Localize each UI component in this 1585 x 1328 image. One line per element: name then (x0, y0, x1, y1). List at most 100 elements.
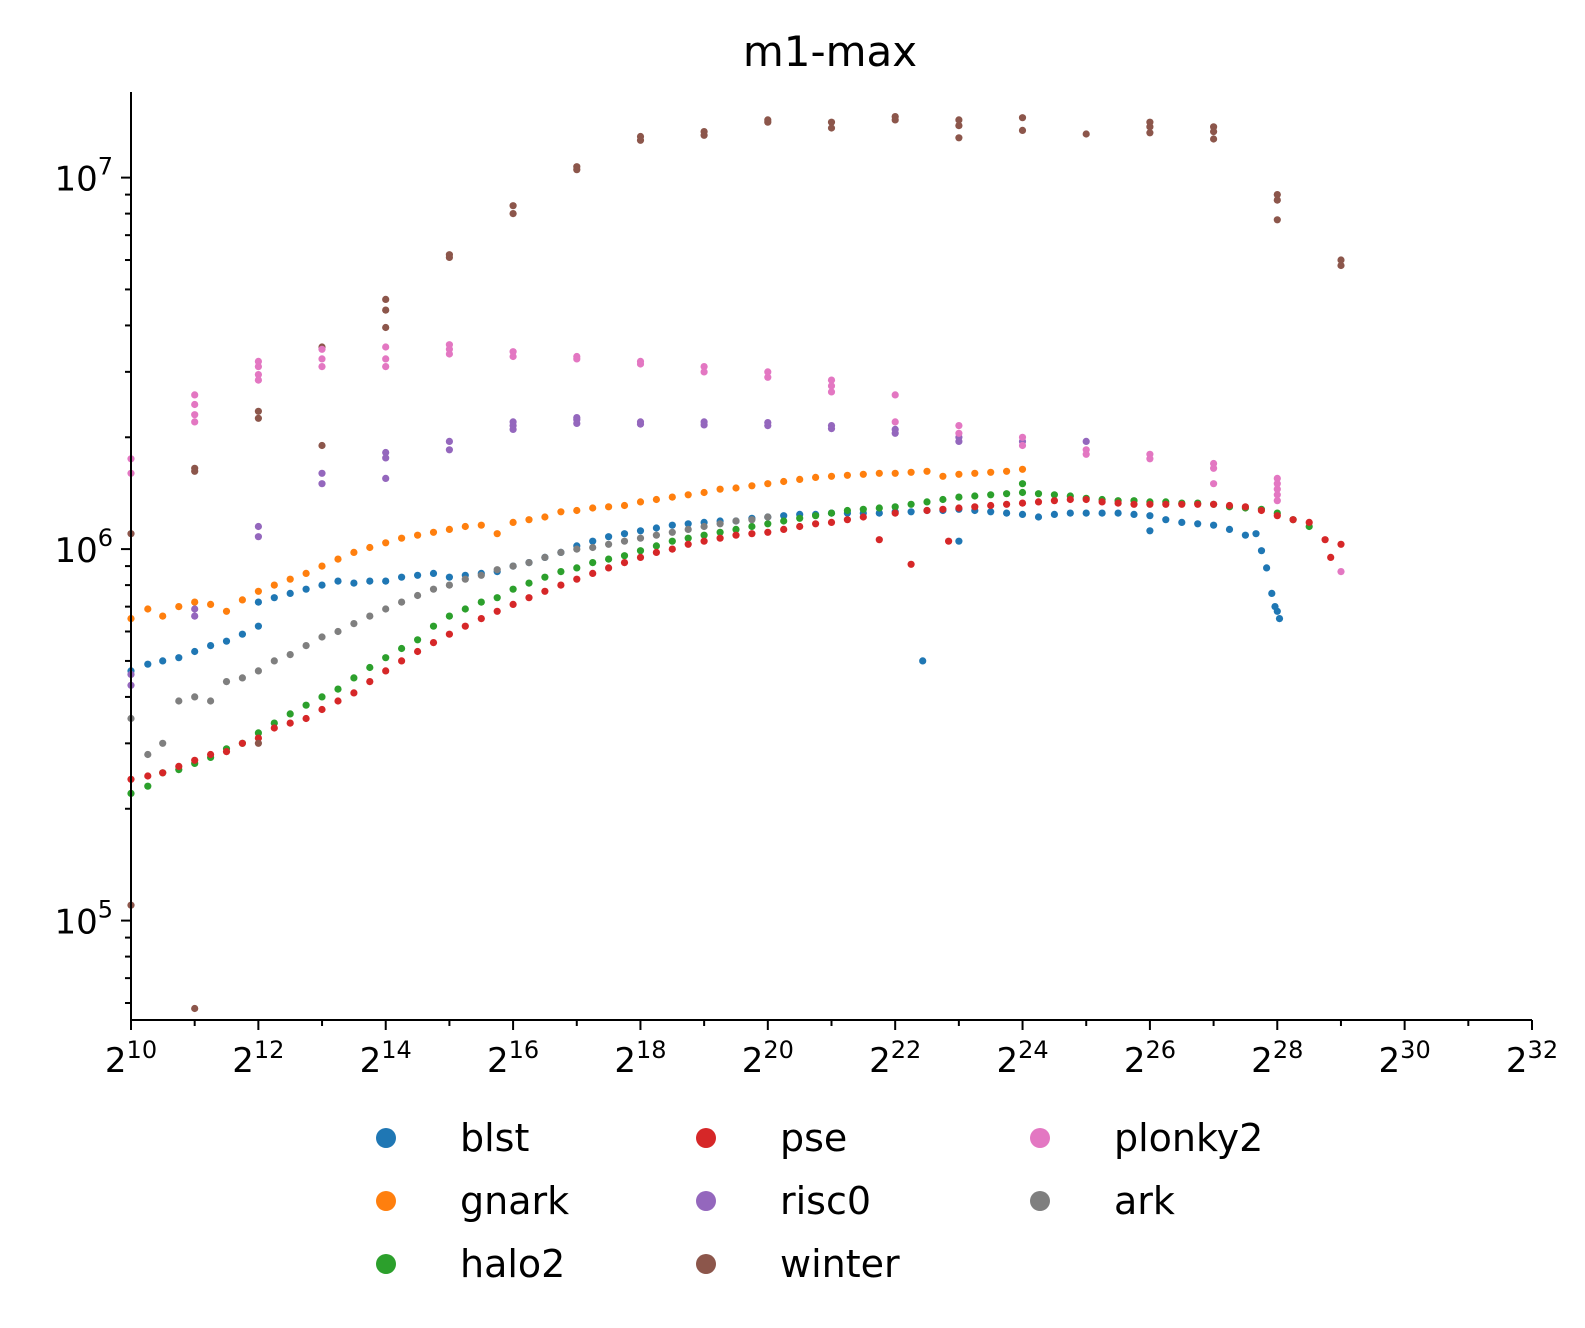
data-point (573, 506, 581, 515)
data-point (827, 124, 836, 132)
data-point (1162, 516, 1170, 524)
data-point (382, 539, 390, 547)
data-point (919, 657, 927, 665)
data-point (1066, 509, 1074, 517)
data-point (1337, 256, 1345, 264)
data-point (1252, 530, 1260, 538)
data-point (541, 573, 549, 581)
data-point (1210, 480, 1218, 488)
data-point (382, 343, 390, 351)
data-point (1225, 501, 1234, 510)
data-point (175, 603, 183, 611)
x-tick-label: 212 (232, 1036, 284, 1081)
data-point (589, 559, 597, 567)
data-point (1273, 216, 1281, 224)
data-point (191, 400, 199, 409)
data-point (429, 528, 438, 536)
data-point (414, 571, 422, 579)
data-point (334, 627, 342, 636)
data-point (238, 596, 246, 604)
data-point (589, 543, 597, 552)
x-tick-label: 214 (360, 1036, 412, 1081)
data-point (414, 531, 422, 539)
data-point (780, 512, 788, 520)
data-point (302, 642, 310, 650)
x-tick-label: 220 (742, 1036, 794, 1081)
legend-marker (696, 1254, 716, 1274)
legend: blst gnark halo2 pse risc0 winter plonky2 ark (376, 1116, 1263, 1286)
data-point (350, 548, 358, 557)
data-point (684, 491, 692, 499)
data-point (1273, 480, 1281, 488)
data-point (812, 520, 820, 528)
data-point (477, 598, 485, 606)
series-pse (127, 495, 1345, 783)
legend-label: ark (1114, 1179, 1175, 1223)
data-point (366, 678, 374, 686)
legend-label: winter (780, 1242, 900, 1286)
data-point (636, 547, 645, 555)
data-point (254, 533, 262, 541)
data-point (286, 710, 294, 718)
data-point (1210, 521, 1218, 529)
data-point (573, 355, 581, 363)
data-point (923, 506, 931, 515)
y-ticks: 105 106 107 (54, 153, 131, 1005)
data-point (1082, 509, 1090, 517)
legend-marker (696, 1191, 716, 1211)
data-point (859, 505, 867, 513)
data-point (891, 425, 899, 433)
data-point (1130, 500, 1138, 508)
data-point (1050, 497, 1058, 505)
data-point (1273, 512, 1281, 520)
legend-label: gnark (460, 1179, 569, 1223)
data-point (270, 581, 278, 589)
data-point (541, 553, 549, 562)
data-point (144, 605, 152, 613)
data-point (1018, 433, 1027, 441)
data-point (955, 493, 963, 501)
data-point (907, 560, 915, 568)
data-point (843, 471, 852, 479)
data-point (875, 536, 883, 544)
data-point (159, 769, 167, 777)
data-point (318, 562, 326, 570)
data-point (971, 503, 979, 511)
data-point (461, 605, 469, 613)
data-point (414, 647, 422, 656)
data-point (716, 528, 724, 536)
data-point (1327, 553, 1335, 562)
data-point (955, 537, 963, 545)
data-point (493, 530, 501, 538)
x-ticks: 210 212 214 216 218 220 222 224 226 228 230 232 (105, 1020, 1558, 1081)
data-point (955, 116, 963, 124)
data-point (382, 448, 390, 457)
data-point (955, 422, 963, 430)
data-point (366, 663, 374, 672)
data-point (334, 555, 342, 563)
data-point (398, 644, 406, 653)
data-point (175, 697, 183, 705)
data-point (652, 542, 661, 550)
data-point (191, 467, 199, 475)
data-point (350, 674, 358, 682)
data-point (923, 498, 931, 506)
legend-label: blst (460, 1116, 529, 1160)
data-point (605, 564, 613, 572)
data-point (525, 559, 533, 567)
data-point (350, 689, 358, 697)
data-point (859, 470, 867, 478)
data-point (636, 360, 645, 368)
data-point (509, 210, 517, 218)
data-point (859, 513, 867, 521)
data-point (1146, 129, 1154, 137)
data-point (620, 501, 629, 510)
data-point (1003, 509, 1011, 517)
data-point (191, 391, 199, 399)
data-point (302, 585, 310, 593)
data-point (222, 607, 231, 615)
data-point (1114, 509, 1122, 517)
data-point (318, 345, 326, 353)
data-point (636, 553, 645, 562)
data-point (1275, 615, 1284, 623)
